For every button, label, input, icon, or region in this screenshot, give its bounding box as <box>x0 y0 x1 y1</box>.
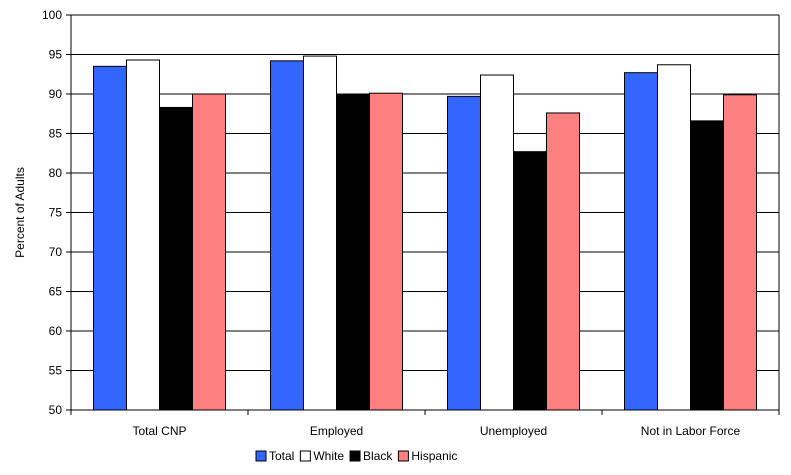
bar-white-not-in-labor-force <box>657 64 691 411</box>
bar-hispanic-not-in-labor-force <box>723 94 757 411</box>
bar-total-total-cnp <box>93 65 127 411</box>
x-tick-label: Not in Labor Force <box>641 424 741 438</box>
y-tick-label: 55 <box>49 364 63 378</box>
legend: Total White Black Hispanic <box>255 449 457 463</box>
y-tick-label: 100 <box>42 8 62 22</box>
y-tick-label: 60 <box>49 324 63 338</box>
y-tick-label: 50 <box>49 403 63 417</box>
y-tick-labels: 50 55 60 65 70 75 80 85 90 95 100 <box>42 8 62 417</box>
legend-label-black: Black <box>363 449 393 463</box>
bar-hispanic-total-cnp <box>192 93 226 411</box>
y-tick-label: 80 <box>49 166 63 180</box>
bar-black-not-in-labor-force <box>690 120 724 411</box>
bar-total-not-in-labor-force <box>624 72 658 411</box>
bar-total-unemployed <box>447 95 481 411</box>
bar-total-employed <box>270 60 304 411</box>
bar-hispanic-employed <box>369 92 403 411</box>
x-tick-label: Total CNP <box>132 424 186 438</box>
y-tick-label: 65 <box>49 285 63 299</box>
bar-black-unemployed <box>513 151 547 411</box>
bar-hispanic-unemployed <box>546 112 580 411</box>
y-tick-label: 85 <box>49 127 63 141</box>
bar-black-total-cnp <box>159 106 193 411</box>
x-tick-label: Unemployed <box>480 424 547 438</box>
y-tick-label: 90 <box>49 87 63 101</box>
y-tick-label: 70 <box>49 245 63 259</box>
x-tick-label: Employed <box>310 424 363 438</box>
legend-swatch-hispanic <box>397 450 409 462</box>
bars <box>93 55 757 411</box>
legend-label-white: White <box>313 449 344 463</box>
legend-swatch-white <box>299 450 311 462</box>
axes <box>66 14 780 415</box>
y-tick-label: 95 <box>49 48 63 62</box>
legend-label-hispanic: Hispanic <box>411 449 457 463</box>
bar-black-employed <box>336 93 370 411</box>
legend-label-total: Total <box>269 449 294 463</box>
legend-swatch-total <box>255 450 267 462</box>
legend-swatch-black <box>349 450 361 462</box>
y-axis-label: Percent of Adults <box>13 167 27 258</box>
bar-white-unemployed <box>480 74 514 411</box>
bar-white-total-cnp <box>126 59 160 411</box>
bar-white-employed <box>303 55 337 411</box>
x-tick-labels: Total CNP Employed Unemployed Not in Labor … <box>132 424 740 438</box>
y-tick-label: 75 <box>49 206 63 220</box>
